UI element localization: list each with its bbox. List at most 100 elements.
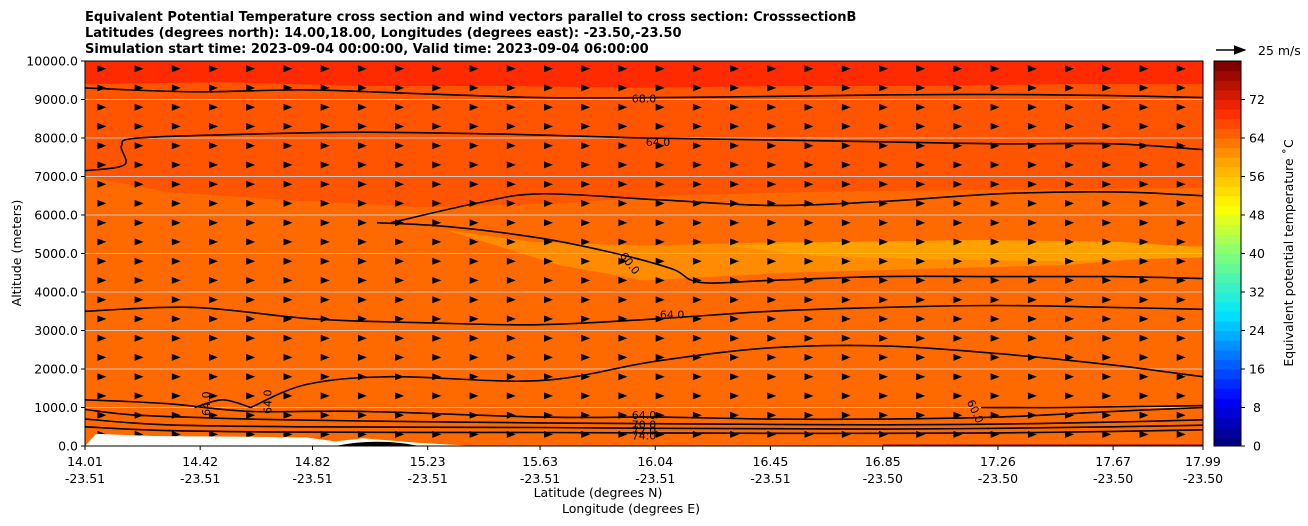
wind-vector xyxy=(357,353,367,361)
wind-vector xyxy=(320,430,330,438)
wind-vector xyxy=(283,180,293,188)
wind-vector xyxy=(1176,373,1186,381)
wind-vector xyxy=(97,257,107,265)
wind-vector xyxy=(953,65,963,73)
wind-vector xyxy=(395,122,405,130)
colorbar: 0 8 16 24 32 40 48 56 64 72 xyxy=(1213,60,1265,454)
wind-vector xyxy=(953,373,963,381)
wind-vector xyxy=(432,65,442,73)
x-tick-lon-2: -23.51 xyxy=(292,471,332,486)
wind-vector xyxy=(1102,411,1112,419)
wind-vector xyxy=(1102,353,1112,361)
wind-vector xyxy=(841,161,851,169)
wind-vector xyxy=(209,334,218,342)
wind-vector xyxy=(469,219,479,227)
wind-vector xyxy=(469,334,479,342)
wind-vector xyxy=(1102,65,1112,73)
wind-vector xyxy=(990,430,1000,438)
wind-vector xyxy=(171,296,181,304)
wind-vector xyxy=(990,411,1000,419)
wind-vector xyxy=(544,334,553,342)
colorbar-segment xyxy=(1214,70,1241,81)
wind-vector xyxy=(1065,161,1075,169)
wind-vector xyxy=(395,315,405,323)
wind-vector xyxy=(97,296,107,304)
wind-vector xyxy=(879,238,888,246)
wind-vector xyxy=(246,353,256,361)
wind-vector xyxy=(730,296,740,304)
wind-vector xyxy=(544,296,553,304)
wind-vector xyxy=(1065,180,1075,188)
y-tick-label-1: 1000.0 xyxy=(34,400,78,415)
wind-vector xyxy=(916,334,926,342)
wind-vector xyxy=(655,373,665,381)
wind-vector xyxy=(283,373,293,381)
wind-vector xyxy=(841,238,851,246)
wind-vector xyxy=(692,103,702,111)
wind-vector xyxy=(692,180,702,188)
wind-vector xyxy=(730,65,740,73)
wind-vector xyxy=(432,392,442,400)
wind-vector xyxy=(171,103,181,111)
wind-vector xyxy=(506,180,516,188)
colorbar-segment xyxy=(1214,195,1241,206)
wind-vector xyxy=(469,315,479,323)
wind-vector xyxy=(655,103,665,111)
wind-vector xyxy=(990,392,1000,400)
wind-vector xyxy=(916,84,926,92)
wind-vector xyxy=(432,296,442,304)
wind-vector xyxy=(767,276,777,284)
quiver-key-label: 25 m/s xyxy=(1258,43,1301,58)
wind-vector xyxy=(581,276,591,284)
wind-vector xyxy=(395,219,405,227)
wind-vector xyxy=(395,142,405,150)
wind-vector xyxy=(879,296,888,304)
wind-vector xyxy=(320,257,330,265)
wind-vector xyxy=(953,103,963,111)
wind-vector xyxy=(432,238,442,246)
wind-vector xyxy=(171,142,181,150)
wind-vector xyxy=(357,219,367,227)
contour-label-9: 72.0 xyxy=(632,425,657,438)
wind-vector xyxy=(655,161,665,169)
wind-vector xyxy=(544,142,553,150)
wind-vector xyxy=(953,353,963,361)
wind-vector xyxy=(1102,315,1112,323)
wind-vector xyxy=(246,65,256,73)
x-tick-lat-0: 14.01 xyxy=(67,454,103,469)
wind-vector xyxy=(581,315,591,323)
wind-vector xyxy=(841,276,851,284)
wind-vector xyxy=(953,257,963,265)
wind-vector xyxy=(320,199,330,207)
wind-vector xyxy=(804,334,814,342)
contour-label-6: 64.0 xyxy=(632,409,657,422)
wind-vector xyxy=(395,238,405,246)
wind-vector xyxy=(1102,142,1112,150)
wind-vector xyxy=(841,296,851,304)
wind-vector xyxy=(432,199,442,207)
wind-vector xyxy=(618,373,628,381)
contour-label-4: 64.0 xyxy=(200,391,213,416)
wind-vector xyxy=(320,219,330,227)
wind-vector xyxy=(97,199,107,207)
wind-vector xyxy=(692,257,702,265)
wind-vector xyxy=(655,315,665,323)
wind-vector xyxy=(804,392,814,400)
wind-vector xyxy=(134,161,144,169)
colorbar-segment xyxy=(1214,369,1241,380)
wind-vector xyxy=(1176,411,1186,419)
wind-vector xyxy=(1027,238,1037,246)
wind-vector xyxy=(134,238,144,246)
wind-vector xyxy=(1176,219,1186,227)
wind-vector xyxy=(506,219,516,227)
wind-vector xyxy=(916,65,926,73)
wind-vector xyxy=(916,373,926,381)
wind-vector xyxy=(692,392,702,400)
wind-vector xyxy=(916,219,926,227)
wind-vector xyxy=(767,84,777,92)
wind-vector xyxy=(1176,103,1186,111)
wind-vector xyxy=(655,411,665,419)
wind-vector xyxy=(506,84,516,92)
wind-vector xyxy=(618,392,628,400)
wind-vector xyxy=(916,257,926,265)
